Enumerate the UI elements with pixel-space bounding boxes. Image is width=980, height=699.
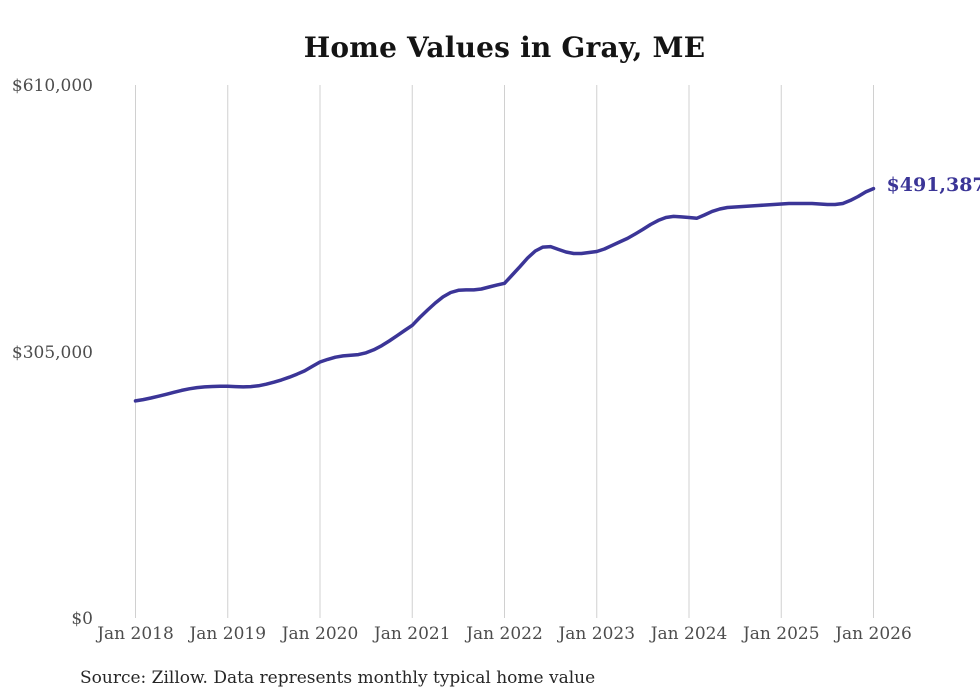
final-value-label: $491,387 <box>886 173 980 196</box>
home-value-line <box>133 186 876 403</box>
x-axis-tick-jan-2025: Jan 2025 <box>742 624 820 644</box>
y-axis-tick-610000: $610,000 <box>11 76 93 96</box>
x-axis-tick-jan-2021: Jan 2021 <box>373 624 451 644</box>
y-axis-tick-305000: $305,000 <box>11 342 93 363</box>
x-axis-tick-jan-2019: Jan 2019 <box>189 624 267 644</box>
x-axis-tick-jan-2026: Jan 2026 <box>835 624 912 644</box>
y-axis-tick-0: $0 <box>71 609 93 629</box>
x-axis-tick-jan-2022: Jan 2022 <box>466 624 543 644</box>
x-axis-tick-jan-2018: Jan 2018 <box>97 624 174 644</box>
gridlines-group <box>135 85 874 618</box>
source-note: Source: Zillow. Data represents monthly … <box>80 668 596 688</box>
x-axis-tick-jan-2020: Jan 2020 <box>281 624 359 644</box>
x-axis-tick-jan-2023: Jan 2023 <box>558 624 636 644</box>
x-axis-tick-jan-2024: Jan 2024 <box>650 624 728 644</box>
chart-title: Home Values in Gray, ME <box>303 31 706 64</box>
